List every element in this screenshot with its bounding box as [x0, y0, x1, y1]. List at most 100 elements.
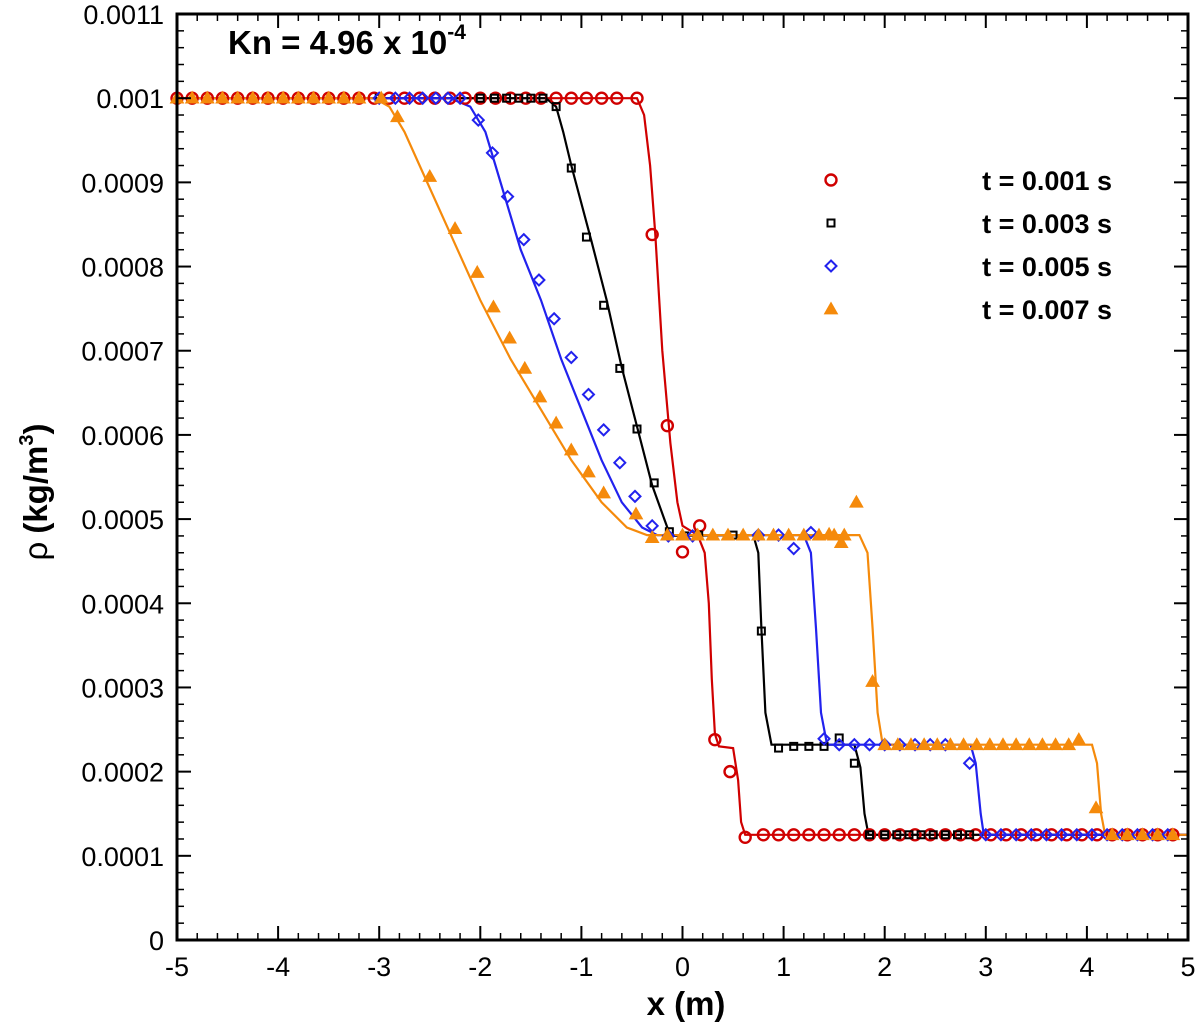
data-point — [649, 478, 659, 488]
data-point — [519, 91, 533, 105]
data-point — [564, 350, 579, 365]
x-axis-tick-labels: -5 -4 -3 -2 -1 0 1 2 3 4 5 — [165, 952, 1196, 982]
legend-marker — [823, 301, 839, 315]
data-point — [458, 91, 472, 105]
data-point — [630, 91, 644, 105]
data-point — [916, 737, 932, 751]
data-point — [469, 264, 485, 278]
y-axis-ticks — [177, 13, 1188, 941]
data-point — [453, 91, 467, 106]
x-tick-label: 3 — [978, 952, 993, 982]
y-tick-label: 0 — [149, 926, 164, 956]
y-tick-label: 0.0005 — [81, 505, 164, 535]
data-point — [1085, 827, 1099, 842]
data-point — [865, 674, 880, 687]
series-markers-4 — [169, 90, 1181, 841]
data-point — [532, 273, 546, 287]
legend-label: t = 0.001 s — [982, 166, 1112, 196]
data-point — [943, 737, 958, 751]
data-point — [786, 541, 801, 556]
data-point — [422, 168, 438, 182]
x-tick-label: 0 — [675, 952, 690, 982]
y-tick-label: 0.0002 — [81, 758, 164, 788]
y-axis-unit-close: ) — [17, 424, 54, 435]
data-point — [447, 221, 463, 235]
x-tick-label: 2 — [877, 952, 892, 982]
data-point — [215, 90, 230, 104]
data-point — [581, 464, 596, 478]
data-point — [994, 827, 1008, 842]
data-point — [502, 93, 512, 103]
data-point — [978, 827, 993, 842]
x-tick-label: -5 — [165, 952, 189, 982]
data-point — [862, 737, 877, 752]
data-point — [551, 102, 561, 112]
data-point — [832, 828, 846, 842]
series-markers — [169, 90, 1181, 844]
data-point — [878, 828, 892, 842]
data-point — [995, 737, 1011, 751]
data-point — [675, 527, 690, 541]
y-tick-label: 0.0009 — [81, 168, 164, 198]
series-lines — [177, 97, 1188, 836]
data-point — [751, 528, 766, 542]
data-point — [834, 733, 844, 743]
y-tick-label: 0.001 — [96, 84, 164, 114]
data-point — [1035, 737, 1050, 751]
data-point — [500, 189, 515, 204]
series-markers-1 — [170, 91, 1180, 844]
legend-item-2: t = 0.003 s — [826, 209, 1112, 239]
data-point — [929, 737, 945, 751]
data-point — [230, 90, 246, 104]
data-point — [1135, 827, 1150, 841]
data-point — [260, 90, 276, 104]
data-point — [908, 828, 922, 842]
data-point — [738, 830, 752, 844]
data-point — [596, 422, 611, 437]
data-point — [774, 743, 784, 753]
data-point — [787, 828, 801, 842]
data-point — [1119, 827, 1135, 841]
series-line-3 — [177, 97, 1188, 836]
legend-item-4: t = 0.007 s — [823, 295, 1112, 325]
x-tick-label: -4 — [266, 952, 290, 982]
data-point — [645, 227, 659, 242]
data-point — [720, 527, 736, 541]
data-point — [659, 527, 675, 541]
data-point — [1054, 827, 1069, 842]
data-point — [865, 830, 875, 840]
data-point — [817, 731, 831, 746]
data-point — [690, 527, 706, 541]
data-point — [821, 526, 837, 540]
data-point — [819, 741, 829, 751]
data-point — [1048, 737, 1063, 751]
knudsen-annotation-base: Kn = 4.96 x 10 — [228, 24, 447, 61]
series-line-4 — [177, 97, 1188, 836]
data-point — [516, 232, 531, 247]
data-point — [514, 93, 524, 103]
legend-label: t = 0.007 s — [982, 295, 1112, 325]
data-point — [781, 527, 797, 541]
data-point — [802, 828, 816, 842]
data-point — [789, 741, 799, 751]
series-markers-3 — [372, 91, 1175, 842]
data-point — [903, 737, 919, 751]
data-point — [473, 91, 487, 105]
data-point — [566, 163, 576, 173]
data-point — [275, 90, 291, 104]
data-point — [877, 737, 893, 751]
data-point — [1021, 737, 1037, 751]
x-axis-title: x (m) — [647, 985, 726, 1022]
legend-marker — [826, 218, 836, 228]
data-point — [1071, 732, 1087, 746]
data-point — [880, 830, 890, 840]
y-tick-label: 0.0011 — [83, 0, 164, 30]
x-tick-label: 4 — [1079, 952, 1094, 982]
data-point — [532, 389, 548, 403]
x-axis-ticks — [176, 14, 1189, 940]
legend-item-3: t = 0.005 s — [824, 252, 1112, 282]
data-point — [965, 830, 975, 840]
data-point — [804, 741, 814, 751]
data-point — [1009, 827, 1024, 842]
data-point — [735, 527, 751, 541]
